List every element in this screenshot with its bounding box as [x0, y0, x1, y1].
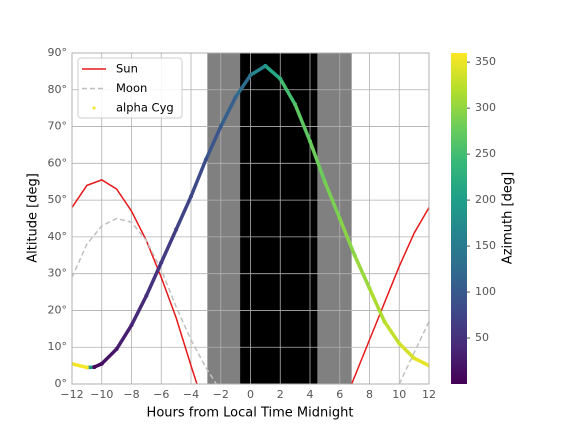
track-segment [219, 95, 238, 129]
y-tick-label: 20° [48, 303, 68, 316]
point [278, 76, 283, 81]
y-tick-label: 10° [48, 340, 68, 353]
track-segment [189, 157, 208, 199]
track-segment [72, 362, 89, 370]
track-segment [159, 227, 178, 265]
x-tick-label: 6 [336, 388, 343, 401]
y-tick-label: 50° [48, 193, 68, 206]
track-segment [397, 341, 416, 361]
colorbar-tick-label: 300 [475, 101, 496, 114]
legend-swatch [92, 106, 96, 110]
night-region [240, 53, 318, 384]
y-tick-label: 60° [48, 156, 68, 169]
x-tick-label: −2 [213, 388, 229, 401]
track-segment [233, 73, 253, 99]
point [382, 319, 387, 324]
track-segment [114, 323, 134, 351]
x-tick-label: −4 [183, 388, 199, 401]
night-region [317, 53, 352, 384]
x-tick-label: 8 [366, 388, 373, 401]
point [397, 341, 402, 346]
legend-label: alpha Cyg [116, 101, 174, 115]
track-segment [382, 319, 401, 346]
point [293, 102, 298, 107]
y-tick-label: 70° [48, 120, 68, 133]
colorbar-tick-label: 200 [475, 193, 496, 206]
point [337, 216, 342, 221]
point [263, 63, 268, 68]
track-segment [129, 293, 149, 327]
x-tick-label: −12 [60, 388, 83, 401]
x-tick-label: −10 [90, 388, 113, 401]
legend-label: Moon [116, 81, 147, 95]
point [367, 286, 372, 291]
x-tick-label: 2 [277, 388, 284, 401]
track-segment [323, 179, 342, 221]
colorbar-tick-label: 350 [475, 55, 496, 68]
plot-frame [71, 52, 430, 385]
y-tick-label: 90° [48, 46, 68, 59]
legend-label: Sun [116, 62, 138, 76]
point [129, 323, 134, 328]
track-segment [293, 102, 312, 144]
track-segment [278, 76, 297, 107]
point [159, 260, 164, 265]
colorbar-tick-label: 50 [475, 331, 489, 344]
point [233, 95, 238, 100]
point [174, 227, 179, 232]
y-tick-label: 40° [48, 230, 68, 243]
y-tick-label: 80° [48, 83, 68, 96]
track-segment [144, 260, 163, 298]
line [350, 207, 429, 384]
point [144, 293, 149, 298]
point [308, 139, 312, 144]
point [189, 194, 193, 199]
x-tick-label: 4 [307, 388, 314, 401]
point [412, 356, 417, 361]
x-tick-label: 10 [392, 388, 406, 401]
track-segment [174, 194, 193, 232]
x-tick-label: 12 [422, 388, 436, 401]
line [72, 217, 217, 384]
y-axis-label: Altitude [deg] [26, 173, 41, 263]
track-segment [204, 124, 223, 162]
track-segment [248, 64, 268, 77]
night-region [207, 53, 241, 384]
track-segment [308, 139, 327, 184]
line [398, 321, 429, 384]
point [352, 253, 357, 258]
y-tick-label: 0° [55, 377, 68, 390]
track-segment [367, 286, 387, 324]
track-segment [263, 64, 282, 81]
colorbar-tick-label: 250 [475, 147, 496, 160]
point [114, 347, 119, 352]
point [99, 361, 104, 366]
track-segment [100, 347, 119, 366]
point [248, 73, 253, 78]
colorbar-label: Azimuth [deg] [501, 172, 516, 264]
point [92, 365, 97, 370]
x-tick-label: −8 [123, 388, 139, 401]
colorbar-tick-label: 150 [475, 239, 496, 252]
point [322, 179, 327, 184]
x-axis-label: Hours from Local Time Midnight [147, 406, 354, 421]
legend-box [77, 57, 183, 119]
line [72, 179, 198, 384]
colorbar-tick-label: 100 [475, 285, 496, 298]
track-segment [352, 253, 372, 291]
track-segment [338, 216, 357, 258]
y-tick-label: 30° [48, 267, 68, 280]
point [218, 124, 223, 129]
x-tick-label: −6 [153, 388, 169, 401]
colorbar [451, 53, 467, 384]
x-tick-label: 0 [247, 388, 254, 401]
point [84, 365, 89, 370]
point [203, 157, 208, 162]
track-segment [412, 356, 429, 368]
legend: Sun Moon alpha Cyg [77, 57, 183, 119]
